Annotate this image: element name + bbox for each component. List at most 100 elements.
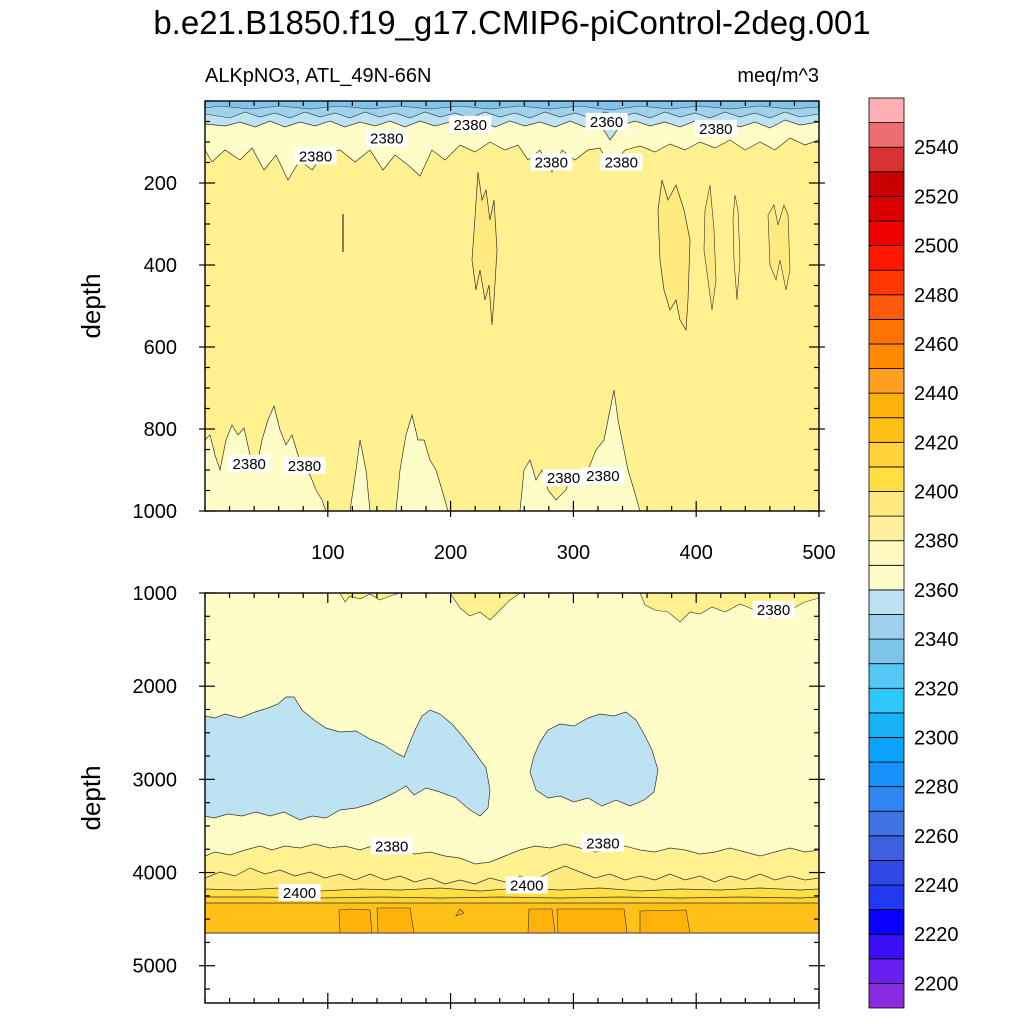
x-tick-label: 200 (434, 542, 467, 564)
contour-label: 2380 (581, 834, 624, 853)
contour-label-bg (228, 454, 271, 472)
upper-ylabel: depth (76, 273, 106, 338)
y-tick-label: 5000 (133, 956, 178, 978)
colorbar-cell (868, 933, 905, 960)
contour-label: 2380 (365, 129, 408, 148)
upper-contour-labels: 2380 2380 2360 2380 2380 2380 2380 2380 2380 2380… (228, 112, 737, 487)
lower-ylabel: depth (76, 765, 106, 830)
lower-frame (204, 592, 820, 1004)
contour-label: 2380 (294, 147, 337, 165)
contour-label-bg (294, 147, 337, 165)
y-tick-label: 2000 (133, 676, 178, 698)
y-tick-label: 600 (144, 337, 177, 359)
contour-label-bg (600, 153, 643, 171)
contour-label: 2380 (228, 454, 271, 473)
upper-tick-labels: 200 400 600 800 1000 100 200 300 400 500 (133, 173, 836, 564)
contour-label: 2380 (542, 469, 585, 487)
colorbar-cell (868, 958, 905, 984)
colorbar-cell (868, 269, 905, 296)
y-tick-label: 4000 (133, 863, 178, 885)
lower-ticks (199, 592, 825, 1009)
lower-top-patch-left (339, 593, 401, 603)
colorbar-cell (868, 983, 905, 1009)
colorbar-cell (868, 835, 905, 861)
contour-label-text: 2380 (547, 470, 580, 487)
lower-top-patch-mid (449, 593, 521, 621)
lower-blue-cell-right (529, 711, 659, 807)
colorbar-cell (868, 294, 905, 320)
colorbar-cell (868, 810, 905, 837)
colorbar-cell (868, 220, 905, 246)
colorbar-tick-label: 2440 (914, 383, 959, 405)
lower-band-2430d (556, 908, 628, 934)
colorbar-cell (868, 491, 905, 517)
contour-label-text: 2380 (757, 602, 790, 619)
contour-label-text: 2380 (454, 117, 487, 134)
contour-label-text: 2400 (510, 878, 543, 895)
upper-deep-band-mid2 (395, 413, 449, 511)
colorbar-cell (868, 909, 905, 935)
colorbar-tick-label: 2320 (914, 678, 959, 700)
contour-label-text: 2380 (605, 155, 638, 172)
contour-label-bg (581, 467, 624, 485)
contour-label-bg (530, 153, 573, 171)
colorbar-cell (868, 638, 905, 665)
colorbar-tick-label: 2400 (914, 482, 959, 504)
colorbar (868, 97, 905, 1009)
colorbar-cell (868, 712, 905, 738)
contour-label: 2380 (530, 153, 573, 172)
y-tick-label: 1000 (133, 501, 178, 523)
upper-patch-b (657, 179, 691, 332)
contour-label-bg (752, 600, 795, 618)
contour-label-bg (370, 837, 413, 855)
contour-label-bg (694, 119, 737, 137)
contour-label-bg (505, 876, 548, 894)
colorbar-cell (868, 318, 905, 345)
colorbar-cell (868, 368, 905, 394)
contour-label-text: 2380 (299, 148, 332, 165)
colorbar-tick-label: 2420 (914, 432, 959, 454)
y-tick-label: 3000 (133, 769, 178, 791)
upper-patch-e (732, 194, 741, 301)
contour-label-text: 2380 (233, 456, 266, 473)
contour-label-text: 2380 (288, 458, 321, 475)
colorbar-tick-label: 2220 (914, 924, 959, 946)
colorbar-tick-label: 2340 (914, 629, 959, 651)
contour-label-bg (542, 469, 585, 487)
colorbar-cell (868, 540, 905, 566)
lower-blue-cell-left (205, 696, 491, 821)
colorbar-tick-label: 2540 (914, 137, 959, 159)
contour-label-text: 2360 (590, 114, 623, 131)
x-tick-label: 500 (802, 542, 835, 564)
y-tick-label: 1000 (133, 583, 178, 605)
y-tick-label: 200 (144, 173, 177, 195)
contour-label: 2380 (283, 456, 326, 475)
colorbar-tick-label: 2480 (914, 285, 959, 307)
upper-patch-c (703, 184, 717, 311)
main-title: b.e21.B1850.f19_g17.CMIP6-piControl-2deg… (153, 4, 871, 41)
contour-label: 2380 (370, 837, 413, 855)
contour-label: 2380 (449, 115, 492, 134)
left-string: ALKpNO3, ATL_49N-66N (205, 65, 431, 87)
contour-label-bg (365, 129, 408, 147)
x-tick-label: 300 (557, 542, 590, 564)
contour-label: 2400 (505, 876, 548, 895)
colorbar-tick-label: 2380 (914, 531, 959, 553)
lower-panel: 1000 2000 3000 4000 5000 depth 2380 2380 2380 2… (76, 583, 825, 1009)
colorbar-cell (868, 786, 905, 812)
colorbar-cell (868, 737, 905, 763)
colorbar-cell (868, 663, 905, 689)
y-tick-label: 400 (144, 255, 177, 277)
contour-label: 2380 (752, 600, 795, 619)
right-string: meq/m^3 (737, 65, 819, 87)
colorbar-labels: 2200 2220 2240 2260 2280 2300 2320 2340 2360 2380… (914, 137, 959, 995)
lower-band-2430f (455, 908, 465, 917)
lower-band-2430a (338, 908, 373, 934)
upper-patch-d (767, 204, 791, 291)
colorbar-tick-label: 2200 (914, 973, 959, 995)
x-tick-label: 100 (311, 542, 344, 564)
lower-band-2430b (376, 907, 415, 934)
colorbar-cell (868, 884, 905, 911)
upper-field-2380-2390 (205, 101, 819, 511)
contour-label-text: 2380 (375, 838, 408, 855)
